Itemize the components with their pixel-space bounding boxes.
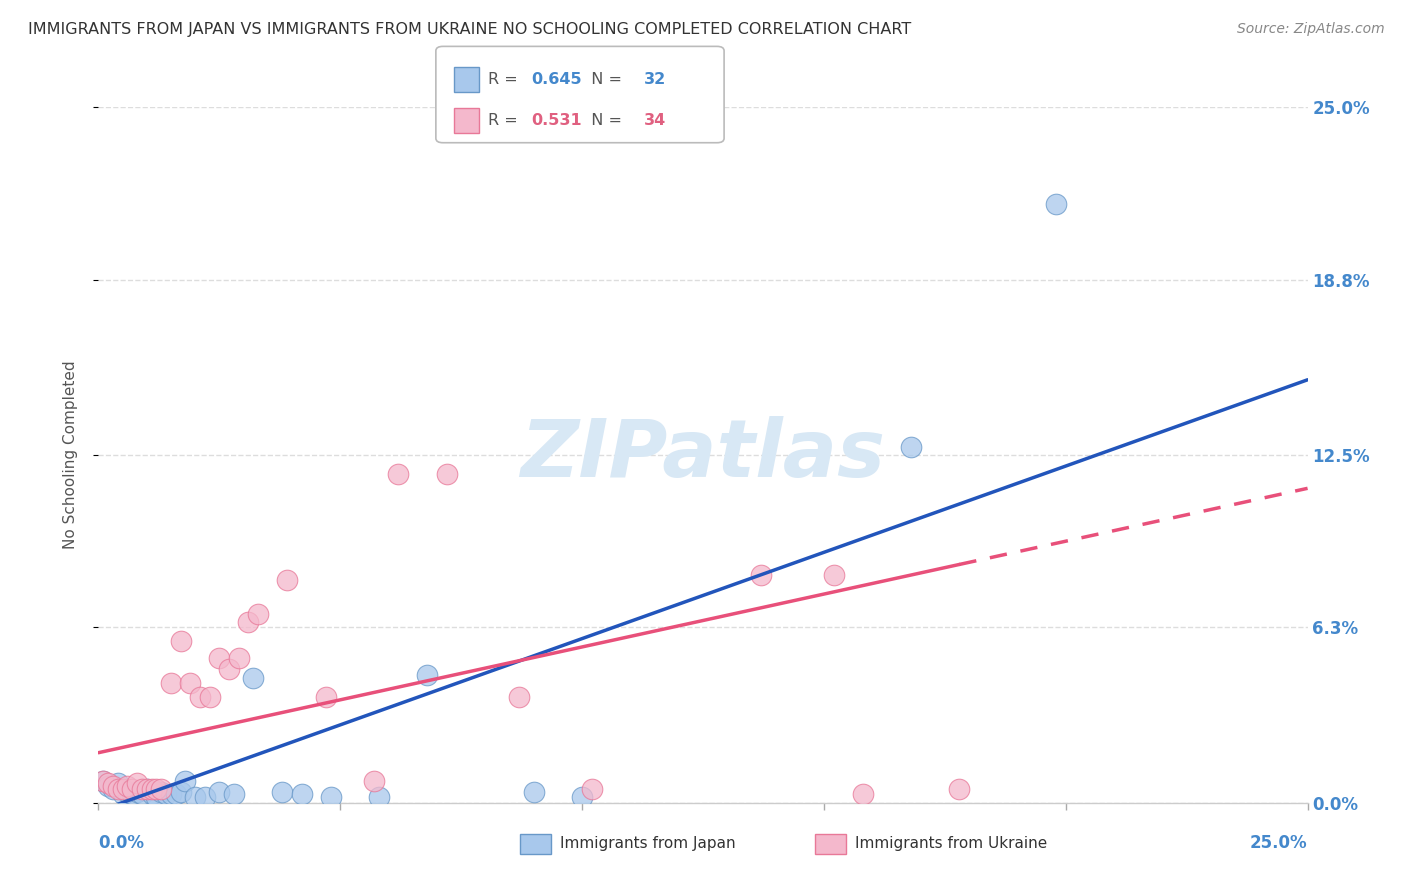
Text: 34: 34 xyxy=(644,113,666,128)
Point xyxy=(135,781,157,796)
Point xyxy=(242,671,264,685)
Point xyxy=(271,785,294,799)
Text: 0.0%: 0.0% xyxy=(98,834,145,852)
Point xyxy=(97,779,120,793)
Text: ZIPatlas: ZIPatlas xyxy=(520,416,886,494)
Point xyxy=(581,781,603,796)
Text: N =: N = xyxy=(581,72,627,87)
Point xyxy=(571,790,593,805)
Point xyxy=(121,781,143,796)
Text: 0.645: 0.645 xyxy=(531,72,582,87)
Point xyxy=(160,676,183,690)
Point xyxy=(319,790,342,805)
Text: N =: N = xyxy=(581,113,627,128)
Point xyxy=(276,573,298,587)
Point xyxy=(247,607,270,621)
Point xyxy=(101,779,124,793)
Point xyxy=(508,690,530,704)
Point xyxy=(141,788,163,802)
Point xyxy=(387,467,409,482)
Point xyxy=(184,790,207,805)
Point xyxy=(91,773,114,788)
Point xyxy=(208,785,231,799)
Point xyxy=(900,440,922,454)
Point xyxy=(131,788,153,802)
Point xyxy=(107,776,129,790)
Point xyxy=(127,776,149,790)
Point xyxy=(107,781,129,796)
Point xyxy=(111,788,134,802)
Point xyxy=(169,785,191,799)
Point xyxy=(127,785,149,799)
Point xyxy=(238,615,260,629)
Point xyxy=(749,567,772,582)
Point xyxy=(194,790,217,805)
Point xyxy=(290,788,312,802)
Point xyxy=(91,773,114,788)
Point xyxy=(222,788,245,802)
Point xyxy=(188,690,211,704)
Point xyxy=(145,790,167,805)
Point xyxy=(823,567,845,582)
Point xyxy=(174,773,197,788)
Point xyxy=(368,790,391,805)
Point xyxy=(169,634,191,648)
Point xyxy=(155,788,177,802)
Point xyxy=(948,781,970,796)
Point xyxy=(141,781,163,796)
Point xyxy=(117,779,139,793)
Point xyxy=(179,676,201,690)
Text: R =: R = xyxy=(488,113,523,128)
Point xyxy=(150,781,173,796)
Point xyxy=(436,467,458,482)
Point xyxy=(218,662,240,676)
Y-axis label: No Schooling Completed: No Schooling Completed xyxy=(63,360,77,549)
Point xyxy=(315,690,337,704)
Text: Immigrants from Ukraine: Immigrants from Ukraine xyxy=(855,837,1047,851)
Point xyxy=(135,781,157,796)
Text: 32: 32 xyxy=(644,72,666,87)
Point xyxy=(198,690,221,704)
Point xyxy=(208,651,231,665)
Point xyxy=(416,667,439,681)
Text: 0.531: 0.531 xyxy=(531,113,582,128)
Text: Immigrants from Japan: Immigrants from Japan xyxy=(560,837,735,851)
Point xyxy=(160,788,183,802)
Text: R =: R = xyxy=(488,72,523,87)
Text: Source: ZipAtlas.com: Source: ZipAtlas.com xyxy=(1237,22,1385,37)
Point xyxy=(121,788,143,802)
Point xyxy=(145,781,167,796)
Text: 25.0%: 25.0% xyxy=(1250,834,1308,852)
Point xyxy=(523,785,546,799)
Point xyxy=(101,781,124,796)
Point xyxy=(117,785,139,799)
Point xyxy=(111,781,134,796)
Point xyxy=(131,781,153,796)
Point xyxy=(1045,197,1067,211)
Point xyxy=(363,773,385,788)
Point xyxy=(150,785,173,799)
Point xyxy=(852,788,875,802)
Point xyxy=(228,651,250,665)
Point xyxy=(165,788,187,802)
Text: IMMIGRANTS FROM JAPAN VS IMMIGRANTS FROM UKRAINE NO SCHOOLING COMPLETED CORRELAT: IMMIGRANTS FROM JAPAN VS IMMIGRANTS FROM… xyxy=(28,22,911,37)
Point xyxy=(97,776,120,790)
